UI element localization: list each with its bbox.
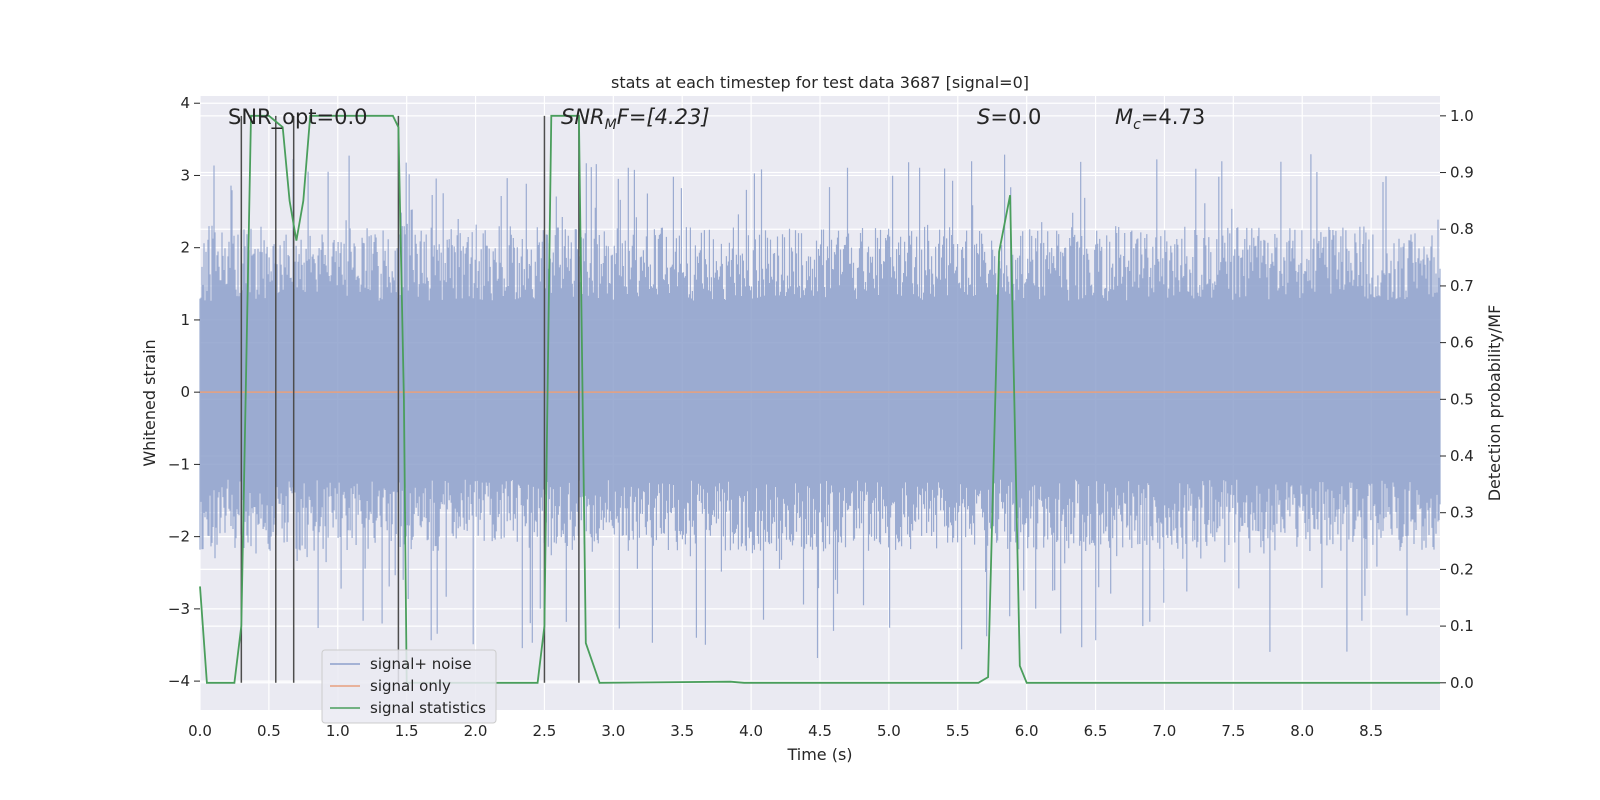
x-tick-label: 7.5 — [1221, 722, 1245, 740]
annotation-s-rest: =0.0 — [990, 105, 1041, 129]
annotation-mc: Mc=4.73 — [1115, 105, 1205, 133]
annotation-snr-mf-rest: F=[4.23] — [617, 105, 710, 129]
annotation-s: S=0.0 — [977, 105, 1041, 129]
y2-tick-label: 0.2 — [1450, 560, 1474, 578]
legend-box — [321, 649, 497, 724]
y-tick-label: 1 — [180, 311, 190, 329]
y-tick-label: −2 — [168, 528, 190, 546]
y2-axis-ticks: 1.0 0.9 0.8 0.7 0.6 0.5 0.4 0.3 0.2 0.1 0.0 — [1440, 107, 1474, 692]
x-tick-label: 3.5 — [670, 722, 694, 740]
y2-axis-label: Detection probability/MF — [1485, 305, 1504, 502]
annotation-mc-symbol: M — [1115, 105, 1133, 129]
annotation-snr-mf-subscript: M — [605, 117, 617, 133]
y2-tick-label: 0.0 — [1450, 674, 1474, 692]
x-axis-ticks: 0.0 0.5 1.0 1.5 2.0 2.5 3.0 3.5 4.0 4.5 5.0 5.5 6.0 6… — [188, 722, 1383, 740]
x-axis-label: Time (s) — [786, 745, 852, 764]
y-tick-label: −4 — [168, 672, 190, 690]
y-tick-label: 3 — [180, 166, 190, 184]
y2-tick-label: 0.5 — [1450, 390, 1474, 408]
y-tick-label: −3 — [168, 600, 190, 618]
signal-noise-series — [199, 154, 1441, 658]
y2-tick-label: 0.6 — [1450, 334, 1474, 352]
x-tick-label: 5.5 — [946, 722, 970, 740]
y-tick-label: 0 — [180, 383, 190, 401]
x-tick-label: 7.0 — [1153, 722, 1177, 740]
annotation-mc-rest: =4.73 — [1141, 105, 1205, 129]
y-tick-label: 2 — [180, 239, 190, 257]
chart-title: stats at each timestep for test data 368… — [611, 73, 1029, 92]
legend: signal+ noise signal only signal statist… — [321, 649, 497, 724]
x-tick-label: 8.5 — [1359, 722, 1383, 740]
legend-label-signal-only: signal only — [370, 677, 451, 695]
x-tick-label: 0.0 — [188, 722, 212, 740]
y-tick-label: −1 — [168, 455, 190, 473]
legend-label-signal-statistics: signal statistics — [370, 699, 486, 717]
x-tick-label: 3.0 — [601, 722, 625, 740]
y2-tick-label: 0.9 — [1450, 164, 1474, 182]
x-tick-label: 2.0 — [464, 722, 488, 740]
x-tick-label: 4.0 — [739, 722, 763, 740]
x-tick-label: 1.0 — [326, 722, 350, 740]
y2-tick-label: 0.8 — [1450, 220, 1474, 238]
x-tick-label: 0.5 — [257, 722, 281, 740]
x-tick-label: 1.5 — [395, 722, 419, 740]
annotation-mc-subscript: c — [1133, 117, 1141, 133]
signal-noise-line — [199, 154, 1441, 658]
legend-label-signal-noise: signal+ noise — [370, 655, 472, 673]
y2-tick-label: 0.3 — [1450, 504, 1474, 522]
y2-tick-label: 0.1 — [1450, 617, 1474, 635]
x-tick-label: 4.5 — [808, 722, 832, 740]
x-tick-label: 5.0 — [877, 722, 901, 740]
x-tick-label: 8.0 — [1290, 722, 1314, 740]
x-tick-label: 2.5 — [533, 722, 557, 740]
annotation-snr-opt: SNR_opt=0.0 — [228, 105, 368, 130]
y2-tick-label: 0.7 — [1450, 277, 1474, 295]
y2-tick-label: 0.4 — [1450, 447, 1474, 465]
y-tick-label: 4 — [180, 94, 190, 112]
annotation-snr-mf-symbol: SNR — [561, 105, 605, 129]
y-axis-label: Whitened strain — [140, 339, 159, 466]
y-axis-ticks: 4 3 2 1 0 −1 −2 −3 −4 — [168, 94, 200, 690]
annotation-s-symbol: S — [977, 105, 990, 129]
y2-tick-label: 1.0 — [1450, 107, 1474, 125]
vertical-markers — [240, 115, 580, 683]
x-tick-label: 6.5 — [1084, 722, 1108, 740]
x-tick-label: 6.0 — [1015, 722, 1039, 740]
annotation-snr-mf: SNRMF=[4.23] — [561, 105, 710, 133]
